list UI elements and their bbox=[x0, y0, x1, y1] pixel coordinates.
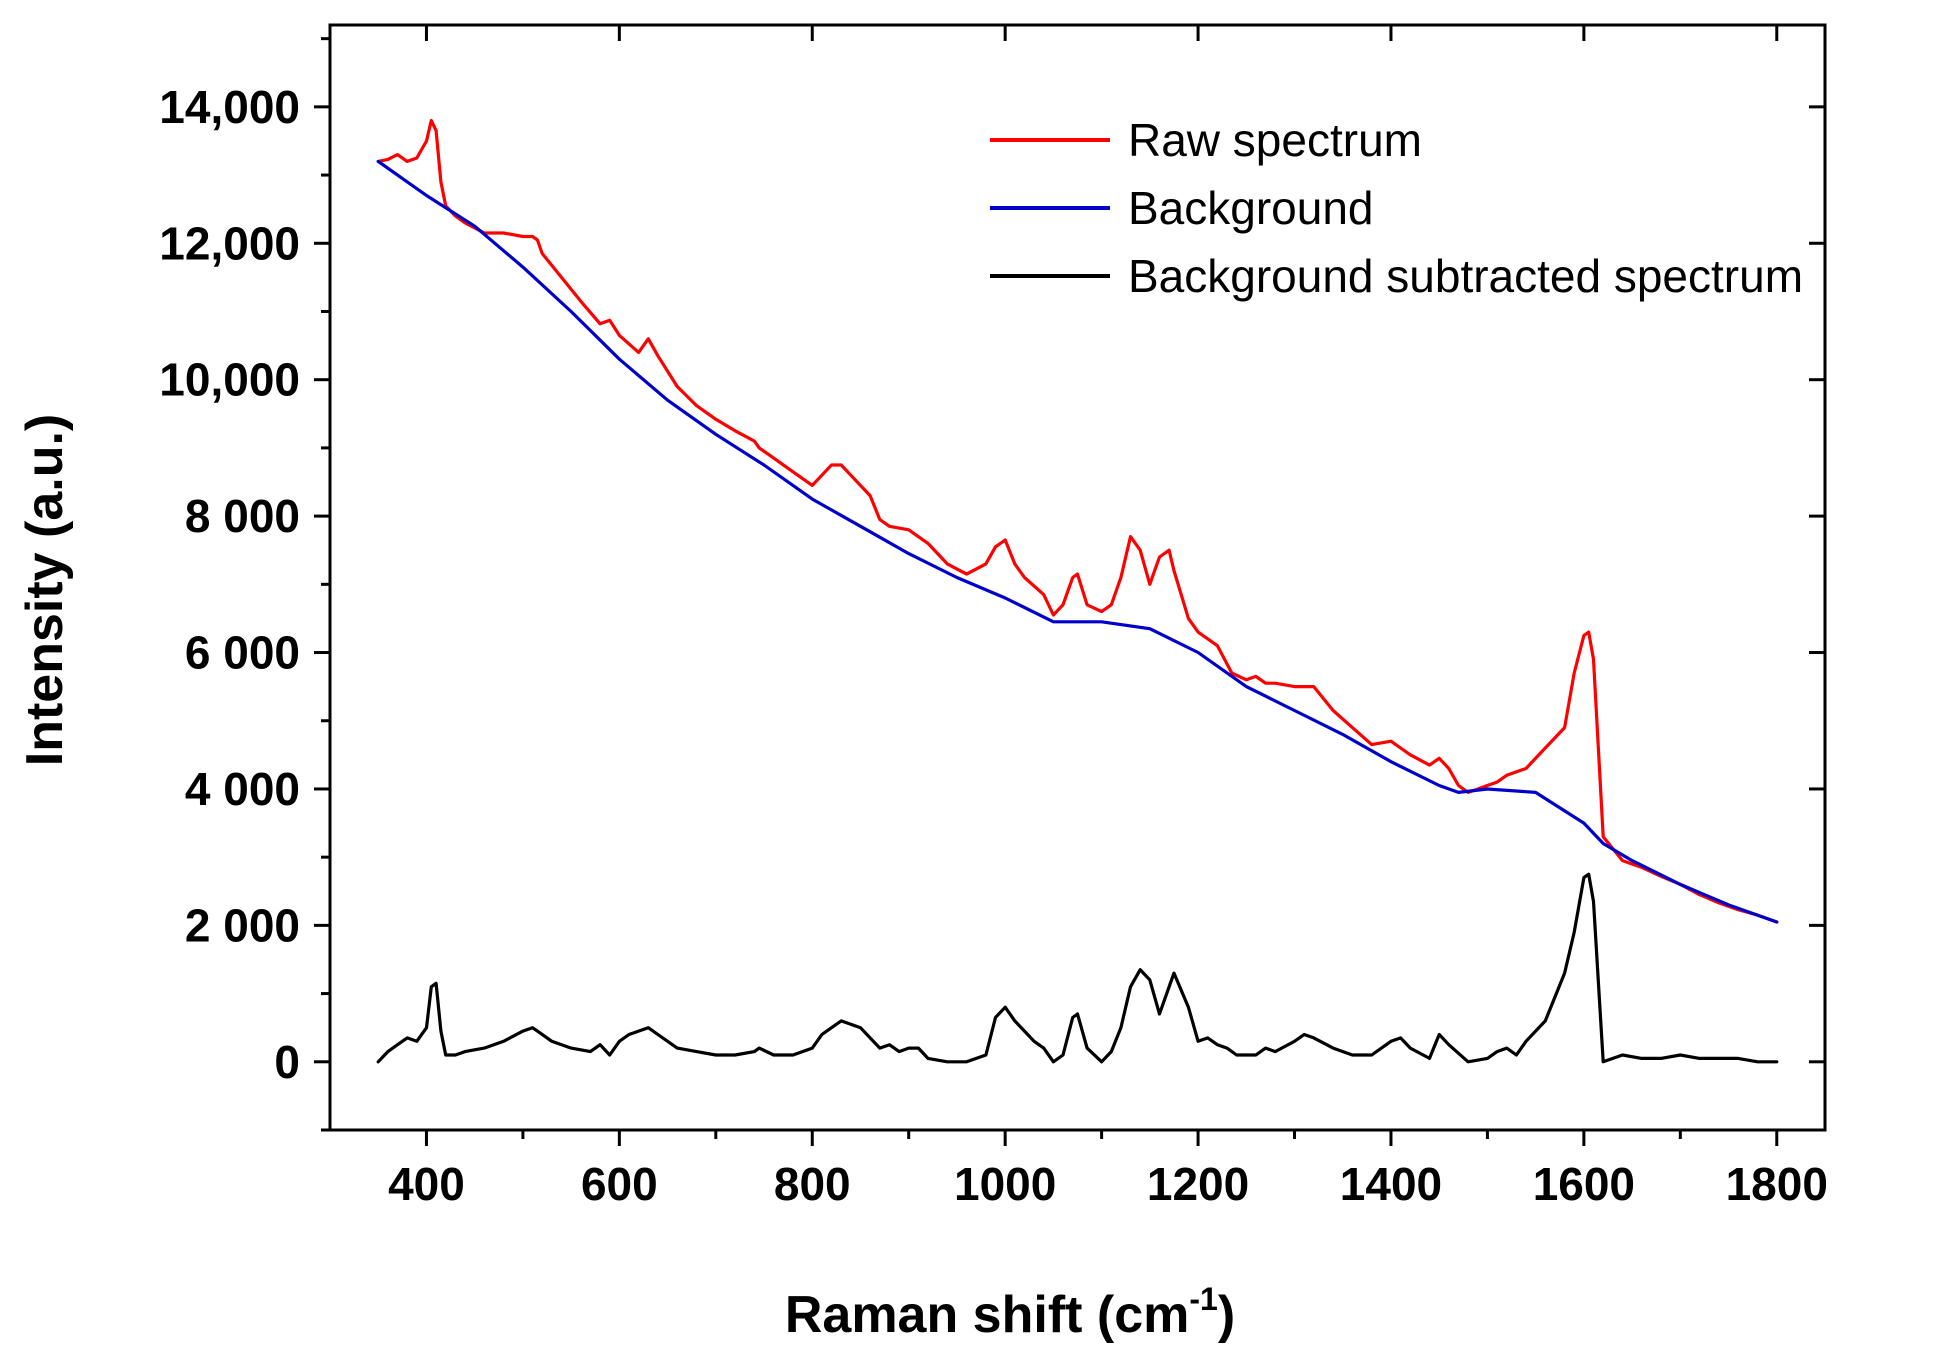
plot-border bbox=[328, 23, 1827, 1132]
y-axis-ticks: 0 2 000 4 000 6 000 8 000 10,000 12,000 14,000 bbox=[159, 37, 1825, 1132]
y-tick-label: 12,000 bbox=[159, 217, 300, 269]
x-axis-title-end: ) bbox=[1218, 1286, 1235, 1344]
raw-spectrum-line bbox=[376, 118, 1779, 924]
x-tick-label: 1200 bbox=[1147, 1158, 1249, 1210]
legend-label: Background subtracted spectrum bbox=[1128, 250, 1803, 302]
plot-frame bbox=[328, 23, 1827, 1132]
y-tick-label: 6 000 bbox=[185, 627, 300, 679]
x-axis-title-main: Raman shift (cm bbox=[785, 1286, 1190, 1344]
legend-background: Background bbox=[990, 182, 1374, 234]
y-tick-label: 4 000 bbox=[185, 763, 300, 815]
x-axis-title-superscript: -1 bbox=[1189, 1281, 1217, 1317]
x-tick-label: 1600 bbox=[1533, 1158, 1635, 1210]
x-tick-label: 1800 bbox=[1726, 1158, 1828, 1210]
x-axis-ticks: 400 600 800 1000 1200 1400 1600 1800 bbox=[388, 25, 1828, 1210]
legend-label: Raw spectrum bbox=[1128, 114, 1422, 166]
x-axis-title: Raman shift (cm-1) bbox=[785, 1281, 1235, 1344]
y-tick-label: 2 000 bbox=[185, 899, 300, 951]
legend: Raw spectrum Background Background subtrac… bbox=[990, 114, 1803, 302]
background-line bbox=[376, 159, 1779, 924]
y-tick-label: 0 bbox=[274, 1036, 300, 1088]
subtracted-spectrum-line bbox=[376, 872, 1779, 1064]
series-layer bbox=[376, 118, 1779, 1064]
x-tick-label: 600 bbox=[581, 1158, 658, 1210]
y-tick-label: 10,000 bbox=[159, 354, 300, 406]
legend-label: Background bbox=[1128, 182, 1374, 234]
x-tick-label: 1400 bbox=[1340, 1158, 1442, 1210]
x-tick-label: 1000 bbox=[954, 1158, 1056, 1210]
y-tick-label: 8 000 bbox=[185, 490, 300, 542]
x-tick-label: 800 bbox=[774, 1158, 851, 1210]
legend-subtracted: Background subtracted spectrum bbox=[990, 250, 1803, 302]
legend-raw-spectrum: Raw spectrum bbox=[990, 114, 1422, 166]
y-tick-label: 14,000 bbox=[159, 81, 300, 133]
y-axis-title: Intensity (a.u.) bbox=[16, 414, 74, 766]
x-tick-label: 400 bbox=[388, 1158, 465, 1210]
